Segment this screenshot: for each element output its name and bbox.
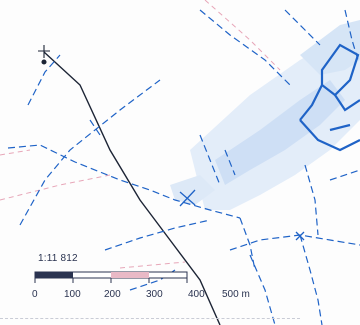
building-outline [299, 43, 360, 152]
cross-markers [179, 189, 305, 241]
blue-area-shading [170, 20, 360, 210]
road-line [43, 51, 221, 325]
scale-label-100: 100 [64, 289, 81, 300]
scale-label-0: 0 [32, 289, 38, 300]
crosshair-marker-icon [38, 45, 50, 65]
scale-label-200: 200 [104, 289, 121, 300]
bottom-divider [0, 318, 300, 319]
scale-label-300: 300 [146, 289, 163, 300]
blue-parcel-lines [7, 9, 360, 325]
pink-boundary-lines [0, 0, 281, 269]
scale-ratio-text: 1:11 812 [38, 253, 78, 264]
scale-bar [34, 271, 188, 283]
scale-label-400: 400 [188, 289, 205, 300]
scale-label-500: 500 m [222, 289, 250, 300]
